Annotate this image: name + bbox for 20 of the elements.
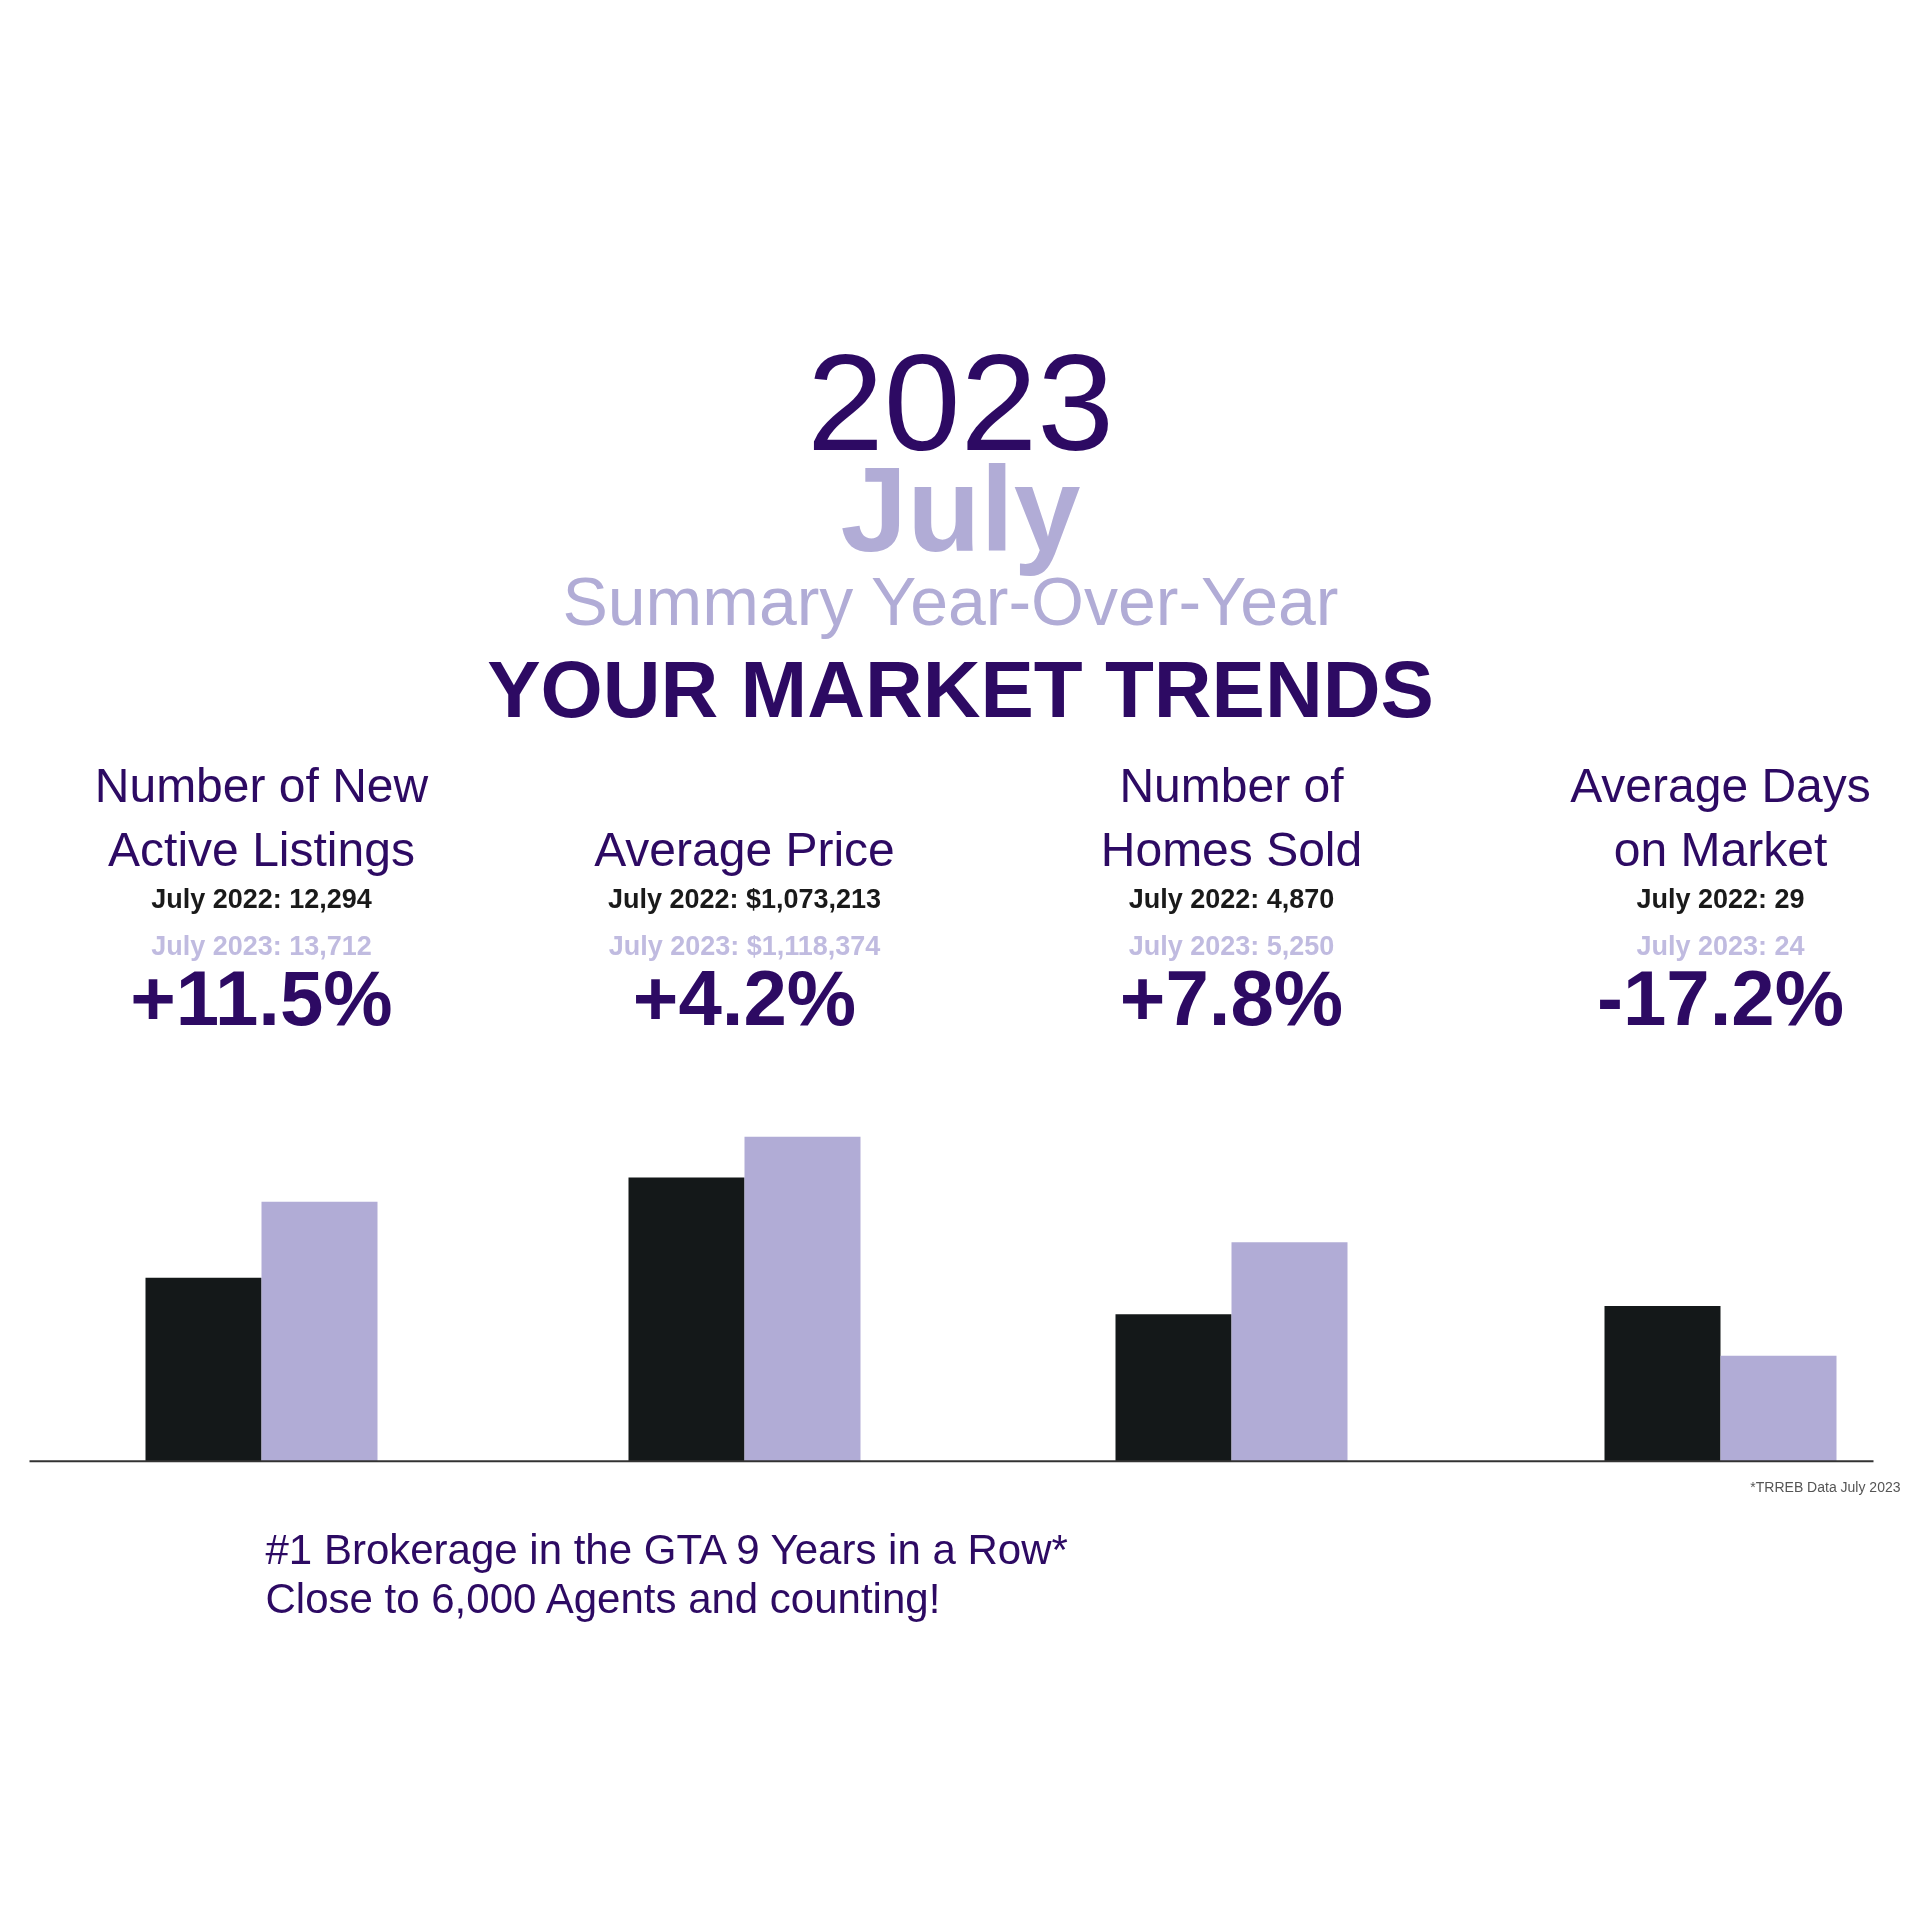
text: July 2022: 12,294 (151, 884, 372, 915)
text: YOUR MARKET TRENDS (487, 645, 1434, 735)
text: Close to 6,000 Agents and counting! (265, 1574, 941, 1622)
text: *TRREB Data July 2023 (1750, 1479, 1901, 1496)
x-tick-label: Average Price (594, 823, 895, 877)
x-tick-label: Average Days on Market (1570, 759, 1871, 877)
text: July 2022: $1,073,213 (607, 884, 882, 915)
text: July 2022: 29 (1636, 884, 1805, 915)
text: #1 Brokerage in the GTA 9 Years in a Row* (265, 1525, 1068, 1573)
text: July 2022: 4,870 (1128, 884, 1335, 915)
bar (261, 1201, 378, 1462)
bar (628, 1177, 745, 1462)
bar (744, 1136, 861, 1462)
bar (1115, 1314, 1232, 1462)
bar (1231, 1242, 1348, 1462)
bar (1720, 1355, 1837, 1462)
bar (145, 1277, 262, 1462)
x-tick-label: Number of New Active Listings (94, 759, 429, 877)
bar (1604, 1305, 1721, 1462)
x-tick-label: Number of Homes Sold (1100, 759, 1363, 877)
